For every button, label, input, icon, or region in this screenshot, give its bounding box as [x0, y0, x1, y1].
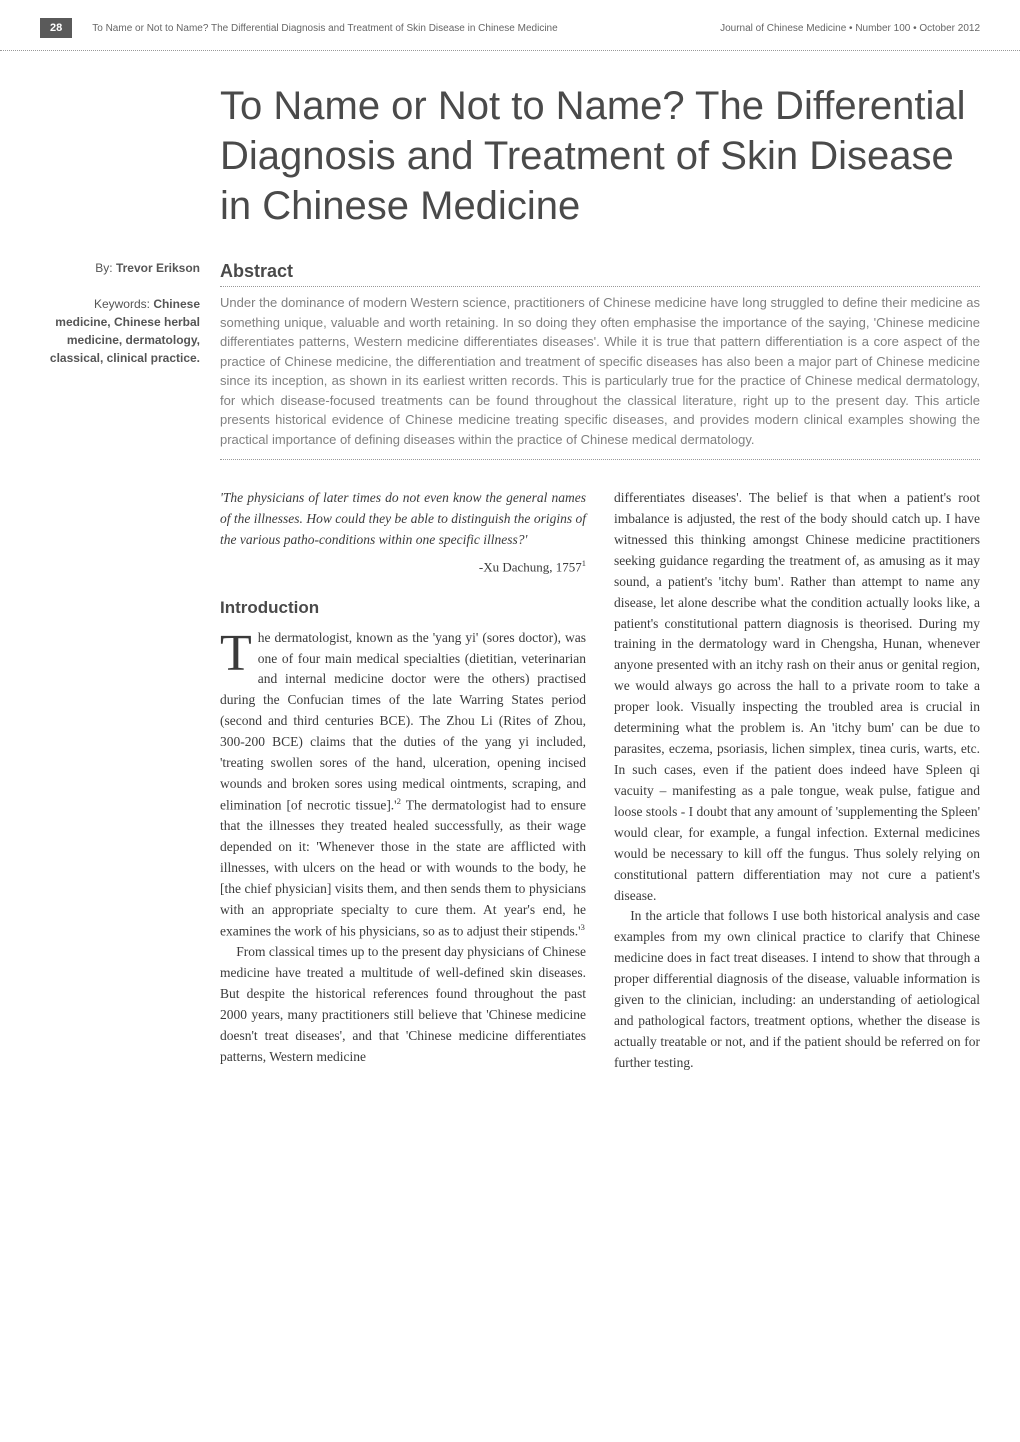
column-right: differentiates diseases'. The belief is …: [614, 488, 980, 1074]
keywords-label: Keywords:: [94, 297, 153, 311]
article-title: To Name or Not to Name? The Differential…: [220, 81, 980, 231]
main-content: To Name or Not to Name? The Differential…: [0, 51, 1020, 1114]
page-number: 28: [40, 18, 72, 38]
epigraph-quote: 'The physicians of later times do not ev…: [220, 488, 586, 551]
intro-paragraph-1: The dermatologist, known as the 'yang yi…: [220, 628, 586, 943]
keywords-block: Keywords: Chinese medicine, Chinese herb…: [40, 295, 200, 367]
header-running-title: To Name or Not to Name? The Differential…: [92, 23, 720, 34]
intro-p1-text-a: he dermatologist, known as the 'yang yi'…: [220, 630, 586, 813]
abstract-text: Under the dominance of modern Western sc…: [220, 293, 980, 460]
footnote-ref-3: 3: [581, 922, 585, 932]
dropcap: T: [220, 632, 252, 676]
author-name: Trevor Erikson: [116, 261, 200, 275]
introduction-heading: Introduction: [220, 595, 586, 621]
epigraph-attribution: -Xu Dachung, 17571: [220, 557, 586, 577]
epigraph-footnote-ref: 1: [582, 558, 586, 568]
intro-col2-paragraph-1: differentiates diseases'. The belief is …: [614, 488, 980, 906]
abstract-heading: Abstract: [220, 261, 980, 287]
epigraph-attribution-text: -Xu Dachung, 1757: [479, 559, 582, 574]
byline-label: By:: [95, 261, 116, 275]
running-header: 28 To Name or Not to Name? The Different…: [0, 0, 1020, 51]
column-left: 'The physicians of later times do not ev…: [220, 488, 586, 1074]
left-meta-column: By: Trevor Erikson Keywords: Chinese med…: [40, 261, 220, 460]
abstract-section: By: Trevor Erikson Keywords: Chinese med…: [40, 261, 980, 460]
header-journal-info: Journal of Chinese Medicine • Number 100…: [720, 23, 980, 34]
abstract-body: Abstract Under the dominance of modern W…: [220, 261, 980, 460]
intro-col2-paragraph-2: In the article that follows I use both h…: [614, 906, 980, 1073]
intro-p1-text-b: The dermatologist had to ensure that the…: [220, 797, 586, 938]
intro-paragraph-2: From classical times up to the present d…: [220, 942, 586, 1068]
body-columns: 'The physicians of later times do not ev…: [220, 488, 980, 1074]
byline: By: Trevor Erikson: [40, 261, 200, 275]
